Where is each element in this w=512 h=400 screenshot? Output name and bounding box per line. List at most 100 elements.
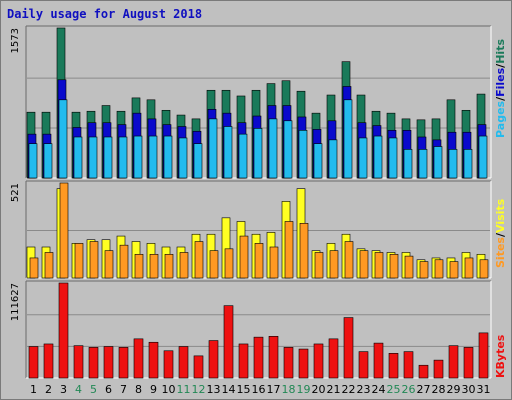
bar-sites bbox=[74, 243, 84, 279]
legend-sites-visits: Sites/Visits bbox=[494, 198, 507, 268]
bar-kbytes bbox=[58, 282, 69, 379]
bar-sites bbox=[179, 252, 189, 279]
x-tick-label: 4 bbox=[75, 383, 82, 396]
x-tick-label: 2 bbox=[45, 383, 52, 396]
x-tick-label: 6 bbox=[105, 383, 112, 396]
bar-pages bbox=[58, 99, 68, 179]
bar-pages bbox=[268, 118, 278, 179]
x-tick-label: 1 bbox=[30, 383, 37, 396]
bar-kbytes bbox=[388, 353, 399, 379]
x-tick-label: 8 bbox=[135, 383, 142, 396]
bar-kbytes bbox=[283, 347, 294, 379]
bar-kbytes bbox=[178, 346, 189, 379]
bar-kbytes bbox=[163, 350, 174, 379]
bar-pages bbox=[43, 143, 53, 179]
x-tick-label: 17 bbox=[267, 383, 281, 396]
x-tick-label: 22 bbox=[342, 383, 356, 396]
y-max-label: 1573 bbox=[10, 28, 21, 53]
bar-pages bbox=[193, 143, 203, 179]
x-tick-label: 18 bbox=[282, 383, 296, 396]
bar-sites bbox=[239, 235, 249, 279]
x-tick-label: 9 bbox=[150, 383, 157, 396]
bar-sites bbox=[359, 250, 369, 279]
legend-kbytes: KBytes bbox=[494, 334, 507, 378]
chart-title: Daily usage for August 2018 bbox=[7, 7, 203, 21]
bar-sites bbox=[164, 253, 174, 279]
legend-entry: / bbox=[494, 96, 507, 101]
x-tick-label: 7 bbox=[120, 383, 127, 396]
bar-pages bbox=[148, 135, 158, 179]
x-tick-label: 30 bbox=[462, 383, 476, 396]
bar-pages bbox=[403, 149, 413, 179]
bar-pages bbox=[103, 136, 113, 179]
bar-sites bbox=[254, 243, 264, 279]
x-tick-label: 19 bbox=[297, 383, 311, 396]
bar-pages bbox=[358, 137, 368, 179]
bar-kbytes bbox=[433, 359, 444, 379]
bar-sites bbox=[434, 259, 444, 279]
legend-entry: / bbox=[494, 232, 507, 237]
bar-kbytes bbox=[418, 364, 429, 379]
bar-pages bbox=[223, 126, 233, 179]
x-tick-label: 20 bbox=[312, 383, 326, 396]
bar-kbytes bbox=[193, 355, 204, 379]
bar-pages bbox=[418, 149, 428, 179]
bar-kbytes bbox=[313, 343, 324, 379]
x-tick-label: 12 bbox=[192, 383, 206, 396]
x-tick-label: 16 bbox=[252, 383, 266, 396]
bar-pages bbox=[118, 136, 128, 179]
bar-pages bbox=[238, 133, 248, 179]
bar-sites bbox=[449, 261, 459, 279]
bar-sites bbox=[209, 250, 219, 279]
x-tick-label: 14 bbox=[222, 383, 236, 396]
x-tick-label: 26 bbox=[402, 383, 416, 396]
legend-entry: / bbox=[494, 63, 507, 68]
legend-entry: Sites bbox=[494, 237, 507, 268]
x-tick-label: 21 bbox=[327, 383, 341, 396]
bar-sites bbox=[224, 248, 234, 279]
bar-sites bbox=[89, 241, 99, 279]
bar-sites bbox=[119, 244, 129, 279]
x-tick-label: 28 bbox=[432, 383, 446, 396]
x-tick-label: 29 bbox=[447, 383, 461, 396]
bar-sites bbox=[134, 253, 144, 279]
bar-kbytes bbox=[448, 345, 459, 379]
bar-sites bbox=[404, 255, 414, 279]
bar-kbytes bbox=[358, 351, 369, 379]
x-tick-label: 25 bbox=[387, 383, 401, 396]
bar-pages bbox=[448, 149, 458, 179]
bar-pages bbox=[88, 136, 98, 179]
bar-sites bbox=[194, 241, 204, 279]
bar-sites bbox=[269, 246, 279, 279]
x-tick-label: 23 bbox=[357, 383, 371, 396]
x-tick-label: 11 bbox=[177, 383, 191, 396]
bar-pages bbox=[178, 137, 188, 179]
bar-pages bbox=[28, 143, 38, 179]
y-max-label: 111627 bbox=[10, 283, 21, 321]
bar-sites bbox=[44, 252, 54, 279]
bar-sites bbox=[389, 253, 399, 279]
bar-pages bbox=[478, 135, 488, 179]
bar-kbytes bbox=[88, 347, 99, 379]
bar-kbytes bbox=[118, 347, 129, 379]
bar-sites bbox=[104, 250, 114, 279]
bar-pages bbox=[163, 135, 173, 179]
x-tick-label: 27 bbox=[417, 383, 431, 396]
x-tick-label: 13 bbox=[207, 383, 221, 396]
bar-kbytes bbox=[253, 336, 264, 379]
bar-sites bbox=[344, 241, 354, 279]
bar-sites bbox=[59, 182, 69, 279]
bar-kbytes bbox=[43, 343, 54, 379]
x-tick-label: 31 bbox=[477, 383, 491, 396]
bar-pages bbox=[388, 137, 398, 179]
bar-pages bbox=[328, 139, 338, 179]
legend-entry: Visits bbox=[494, 198, 507, 233]
bar-pages bbox=[133, 135, 143, 179]
bar-kbytes bbox=[343, 317, 354, 379]
x-tick-label: 24 bbox=[372, 383, 386, 396]
bar-kbytes bbox=[463, 347, 474, 379]
bar-sites bbox=[329, 250, 339, 279]
bar-kbytes bbox=[103, 346, 114, 379]
